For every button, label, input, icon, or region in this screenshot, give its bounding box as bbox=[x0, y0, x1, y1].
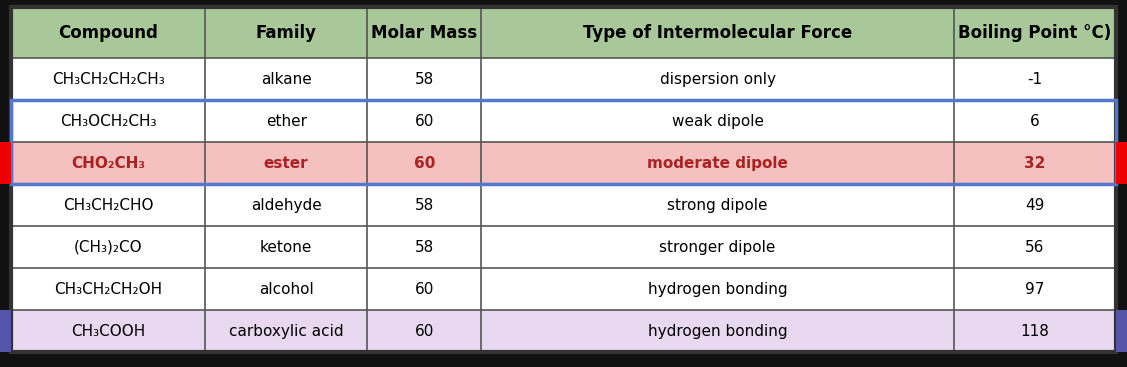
Bar bbox=[205, 184, 367, 226]
Bar bbox=[953, 226, 1116, 268]
Bar bbox=[1116, 142, 1127, 184]
Text: stronger dipole: stronger dipole bbox=[659, 240, 775, 255]
Text: CH₃OCH₂CH₃: CH₃OCH₂CH₃ bbox=[60, 114, 157, 129]
Text: Family: Family bbox=[256, 24, 317, 42]
Text: hydrogen bonding: hydrogen bonding bbox=[648, 282, 788, 297]
Bar bbox=[367, 184, 481, 226]
Bar bbox=[953, 7, 1116, 58]
Bar bbox=[11, 268, 205, 310]
Bar bbox=[11, 101, 1116, 184]
Text: CH₃CH₂CH₂OH: CH₃CH₂CH₂OH bbox=[54, 282, 162, 297]
Text: alcohol: alcohol bbox=[259, 282, 313, 297]
Text: 32: 32 bbox=[1024, 156, 1046, 171]
Bar bbox=[205, 226, 367, 268]
Text: ether: ether bbox=[266, 114, 307, 129]
Bar bbox=[205, 101, 367, 142]
Bar bbox=[953, 58, 1116, 101]
Bar bbox=[367, 101, 481, 142]
Bar bbox=[481, 268, 953, 310]
Bar bbox=[481, 310, 953, 352]
Bar bbox=[11, 310, 205, 352]
Bar bbox=[367, 58, 481, 101]
Text: 60: 60 bbox=[414, 156, 435, 171]
Text: Boiling Point °C): Boiling Point °C) bbox=[958, 24, 1111, 42]
Text: 56: 56 bbox=[1026, 240, 1045, 255]
Text: 60: 60 bbox=[415, 324, 434, 339]
Text: CHO₂CH₃: CHO₂CH₃ bbox=[71, 156, 145, 171]
Text: 97: 97 bbox=[1026, 282, 1045, 297]
Bar bbox=[953, 310, 1116, 352]
Text: (CH₃)₂CO: (CH₃)₂CO bbox=[74, 240, 142, 255]
Text: ketone: ketone bbox=[260, 240, 312, 255]
Bar bbox=[205, 58, 367, 101]
Bar bbox=[205, 142, 367, 184]
Text: 58: 58 bbox=[415, 198, 434, 213]
Text: alkane: alkane bbox=[260, 72, 311, 87]
Text: Type of Intermolecular Force: Type of Intermolecular Force bbox=[583, 24, 852, 42]
Text: 60: 60 bbox=[415, 282, 434, 297]
Text: 6: 6 bbox=[1030, 114, 1039, 129]
Text: 60: 60 bbox=[415, 114, 434, 129]
Bar bbox=[481, 58, 953, 101]
Bar bbox=[481, 101, 953, 142]
Bar bbox=[205, 310, 367, 352]
Bar bbox=[481, 142, 953, 184]
Bar bbox=[953, 184, 1116, 226]
Text: hydrogen bonding: hydrogen bonding bbox=[648, 324, 788, 339]
Text: 49: 49 bbox=[1026, 198, 1045, 213]
Bar bbox=[367, 226, 481, 268]
Text: 118: 118 bbox=[1020, 324, 1049, 339]
Bar bbox=[481, 184, 953, 226]
Bar bbox=[481, 226, 953, 268]
Bar bbox=[11, 7, 205, 58]
Bar bbox=[953, 142, 1116, 184]
Text: ester: ester bbox=[264, 156, 309, 171]
Text: CH₃CH₂CHO: CH₃CH₂CHO bbox=[63, 198, 153, 213]
Text: CH₃COOH: CH₃COOH bbox=[71, 324, 145, 339]
Text: 58: 58 bbox=[415, 72, 434, 87]
Bar bbox=[0, 142, 11, 184]
Bar bbox=[11, 226, 205, 268]
Bar bbox=[953, 101, 1116, 142]
Bar bbox=[11, 142, 205, 184]
Bar bbox=[0, 310, 11, 352]
Text: Molar Mass: Molar Mass bbox=[371, 24, 477, 42]
Bar bbox=[11, 101, 205, 142]
Bar bbox=[953, 268, 1116, 310]
Text: -1: -1 bbox=[1027, 72, 1042, 87]
Text: moderate dipole: moderate dipole bbox=[647, 156, 788, 171]
Text: 58: 58 bbox=[415, 240, 434, 255]
Text: strong dipole: strong dipole bbox=[667, 198, 767, 213]
Text: carboxylic acid: carboxylic acid bbox=[229, 324, 344, 339]
Bar bbox=[367, 268, 481, 310]
Bar bbox=[367, 142, 481, 184]
Bar bbox=[11, 58, 205, 101]
Text: dispersion only: dispersion only bbox=[659, 72, 775, 87]
Bar bbox=[367, 310, 481, 352]
Bar bbox=[1116, 310, 1127, 352]
Text: aldehyde: aldehyde bbox=[251, 198, 321, 213]
Bar bbox=[367, 7, 481, 58]
Bar bbox=[481, 7, 953, 58]
Bar bbox=[205, 268, 367, 310]
Text: Compound: Compound bbox=[59, 24, 158, 42]
Text: weak dipole: weak dipole bbox=[672, 114, 763, 129]
Bar bbox=[205, 7, 367, 58]
Text: CH₃CH₂CH₂CH₃: CH₃CH₂CH₂CH₃ bbox=[52, 72, 165, 87]
Bar bbox=[11, 184, 205, 226]
